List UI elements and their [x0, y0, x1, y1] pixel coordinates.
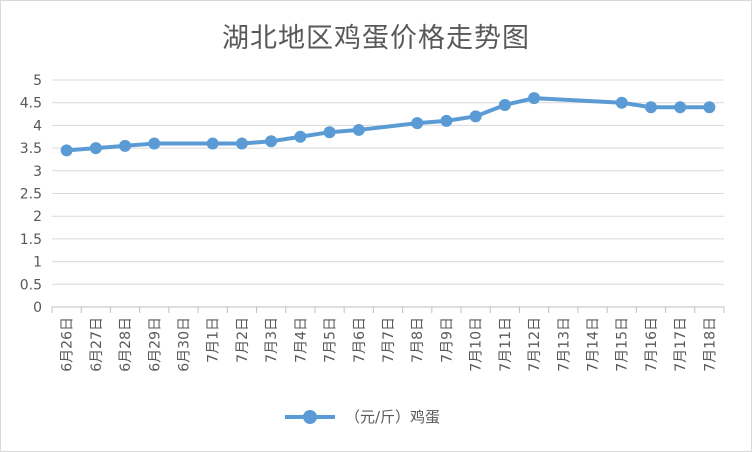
data-point	[528, 92, 541, 105]
y-tick-label: 4	[33, 118, 42, 134]
legend-series-label: （元/斤）鸡蛋	[345, 408, 441, 426]
x-tick-label: 7月11日	[498, 317, 514, 372]
y-tick-label: 0.5	[20, 277, 42, 293]
data-point	[703, 101, 716, 114]
data-point	[411, 117, 424, 130]
y-tick-label: 2.5	[20, 187, 42, 203]
data-point	[498, 98, 511, 111]
y-tick-label: 5	[33, 73, 42, 89]
x-tick-label: 7月18日	[702, 317, 718, 372]
x-tick-label: 7月7日	[381, 317, 397, 363]
x-tick-label: 7月5日	[323, 317, 339, 363]
data-point	[469, 110, 482, 123]
x-tick-label: 6月27日	[89, 317, 105, 372]
y-tick-label: 2	[33, 209, 42, 225]
data-point	[89, 142, 102, 155]
y-tick-label: 3.5	[20, 141, 42, 157]
y-tick-label: 4.5	[20, 96, 42, 112]
x-tick-label: 6月29日	[147, 317, 163, 372]
x-tick-label: 7月2日	[235, 317, 251, 363]
x-tick-label: 7月4日	[293, 317, 309, 363]
data-point	[265, 135, 278, 148]
data-point	[440, 114, 453, 127]
series-line	[66, 96, 710, 153]
x-tick-label: 7月16日	[644, 317, 660, 372]
y-tick-label: 1.5	[20, 232, 42, 248]
x-tick-label: 6月26日	[60, 317, 76, 372]
x-tick-label: 7月3日	[264, 317, 280, 363]
x-tick-label: 7月6日	[352, 317, 368, 363]
y-tick-label: 1	[33, 255, 42, 271]
data-point	[615, 96, 628, 109]
data-point	[674, 101, 687, 114]
legend: （元/斤）鸡蛋	[285, 406, 440, 427]
x-tick-label: 7月12日	[527, 317, 543, 372]
x-tick-label: 7月8日	[410, 317, 426, 363]
chart-title: 湖北地区鸡蛋价格走势图	[222, 23, 530, 54]
x-tick-label: 7月10日	[469, 317, 485, 372]
data-point	[235, 137, 248, 150]
x-tick-label: 7月14日	[586, 317, 602, 372]
data-point	[352, 123, 365, 136]
data-point	[119, 139, 132, 152]
data-point	[60, 144, 73, 157]
x-tick-label: 6月28日	[118, 317, 134, 372]
legend-series-marker	[285, 409, 335, 424]
y-tick-label: 3	[33, 164, 42, 180]
x-tick-label: 7月1日	[206, 317, 222, 363]
x-tick-label: 7月15日	[615, 317, 631, 372]
data-point	[206, 137, 219, 150]
data-point	[148, 137, 161, 150]
x-tick-label: 7月17日	[673, 317, 689, 372]
y-tick-label: 0	[33, 300, 42, 316]
data-point	[644, 101, 657, 114]
x-tick-label: 7月13日	[556, 317, 572, 372]
legend-dot	[303, 409, 317, 424]
data-point	[323, 126, 336, 139]
x-tick-label: 7月9日	[439, 317, 455, 363]
data-point	[294, 130, 307, 143]
x-tick-label: 6月30日	[176, 317, 192, 372]
